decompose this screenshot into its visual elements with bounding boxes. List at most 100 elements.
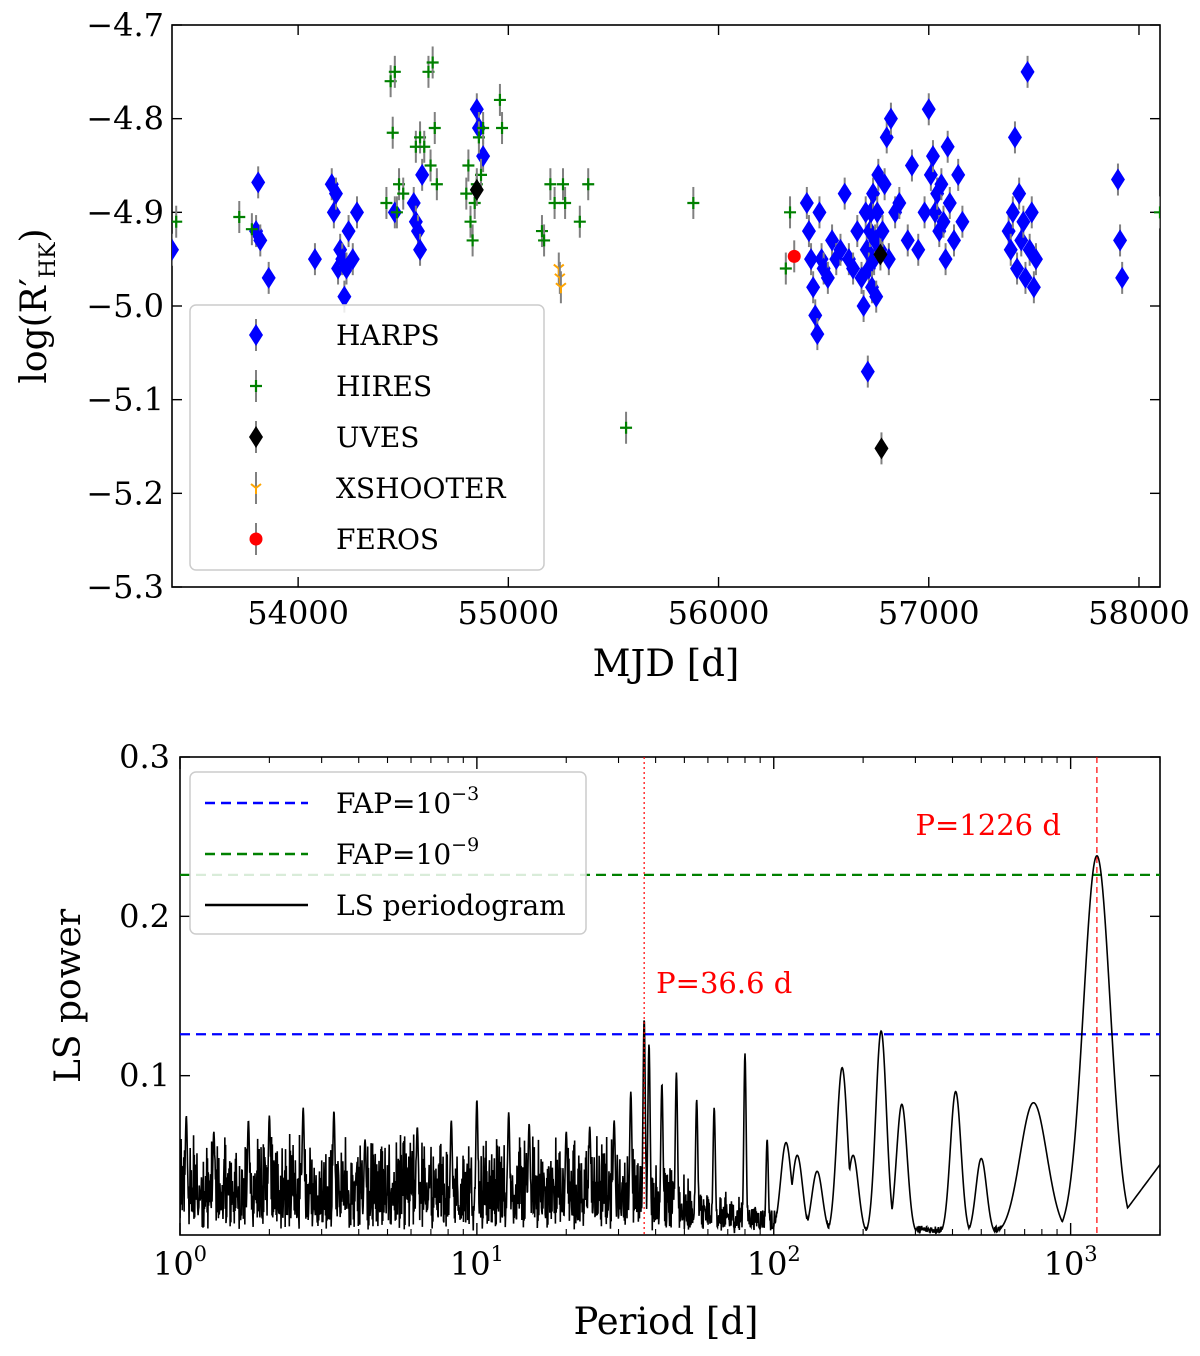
data-point [468,196,481,209]
data-point [846,257,861,280]
bottom-legend-box [189,771,587,935]
data-point [938,248,953,271]
data-point [538,234,551,247]
data-point [808,304,823,327]
data-point [172,238,179,261]
data-point [341,220,356,243]
data-point [493,93,506,106]
ls-periodogram-line [180,854,1160,1235]
bottom-x-tick-label: 100 [153,1242,207,1283]
data-point [1028,248,1043,271]
top-x-tick-label: 55000 [457,594,559,632]
data-point [1010,257,1025,280]
period-label-short: P=36.6 d [656,966,792,1000]
bottom-x-tick-label: 102 [747,1242,801,1283]
data-point [934,173,949,196]
data-point [942,191,957,214]
top-y-tick-label: −5.3 [86,568,164,606]
data-point [620,421,633,434]
data-point [1005,201,1020,224]
top-x-axis-label: MJD [d] [593,642,740,685]
data-point [307,248,322,271]
data-point [406,191,421,214]
legend-label-xshooter: XSHOOTER [336,472,507,505]
data-point [555,282,567,294]
data-point [1003,238,1018,261]
bottom-x-tick-label: 103 [1044,1242,1098,1283]
top-legend: HARPS HIRES UVES XSHOOTER FEROS [189,304,545,571]
top-y-tick-label: −5.2 [86,474,164,512]
data-point [548,196,561,209]
top-x-tick-label: 57000 [878,594,980,632]
series-feros [787,240,801,273]
data-point [326,201,341,224]
data-point [875,220,890,243]
data-point [430,178,443,191]
data-point [380,196,393,209]
data-point [1110,168,1125,191]
data-point [1018,266,1033,289]
data-point [397,187,410,200]
data-point [917,201,932,224]
bottom-legend: FAP=10−3 FAP=10−9 LS periodogram [189,771,587,935]
data-point [874,437,889,460]
data-point [477,122,490,135]
top-y-tick-label: −5.1 [86,381,164,419]
top-axis-ticks: 54000 55000 56000 57000 58000 −4.7 −4.8 −4.9 −5.… [86,6,1190,632]
data-point [390,206,403,219]
data-point [544,178,557,191]
data-point [466,234,479,247]
legend-marker-feros [249,532,263,546]
data-point [879,126,894,149]
data-point [799,191,814,214]
legend-fap-2-label: FAP=10−9 [336,834,479,871]
bottom-axis-ticks: 100 101 102 103 0.1 0.2 0.3 [119,738,1161,1283]
data-point [388,65,401,78]
top-y-tick-label: −5.0 [86,287,164,325]
data-point [535,225,548,238]
data-point [556,178,569,191]
data-point [582,178,595,191]
data-point [1007,126,1022,149]
legend-marker-hires [250,380,262,392]
data-point [687,196,700,209]
top-x-tick-label: 58000 [1088,594,1190,632]
legend-marker-harps [249,324,263,346]
data-point [1014,229,1029,252]
legend-marker-uves [249,426,263,448]
data-point [812,201,827,224]
data-point [1020,60,1035,83]
data-point [1026,276,1041,299]
data-point [415,163,430,186]
data-point [940,135,955,158]
period-label-long: P=1226 d [915,808,1060,842]
data-point [418,140,431,153]
bottom-plot-frame [179,756,1161,1236]
data-point [261,266,276,289]
top-x-tick-label: 56000 [668,594,770,632]
data-point [386,126,399,139]
data-point [245,223,258,236]
series-uves [469,173,889,465]
data-point [806,276,821,299]
legend-label-hires: HIRES [336,370,432,403]
data-point [869,285,884,308]
top-data-points [172,46,1160,465]
legend-fap-1-label: FAP=10−3 [336,783,479,820]
data-point [496,122,509,135]
data-point [904,154,919,177]
data-point [251,171,266,194]
data-point [784,206,797,219]
data-point [850,220,865,243]
data-point [787,249,801,263]
data-point [253,229,268,252]
legend-marker-xshooter [250,483,262,494]
legend-label-uves: UVES [336,421,419,454]
data-point [349,201,364,224]
periodogram-panel: 100 101 102 103 0.1 0.2 0.3 P=36.6 d P=1226 d P… [48,738,1161,1343]
data-point [559,196,572,209]
data-point [873,243,888,266]
data-point [428,122,441,135]
data-point [345,248,360,271]
